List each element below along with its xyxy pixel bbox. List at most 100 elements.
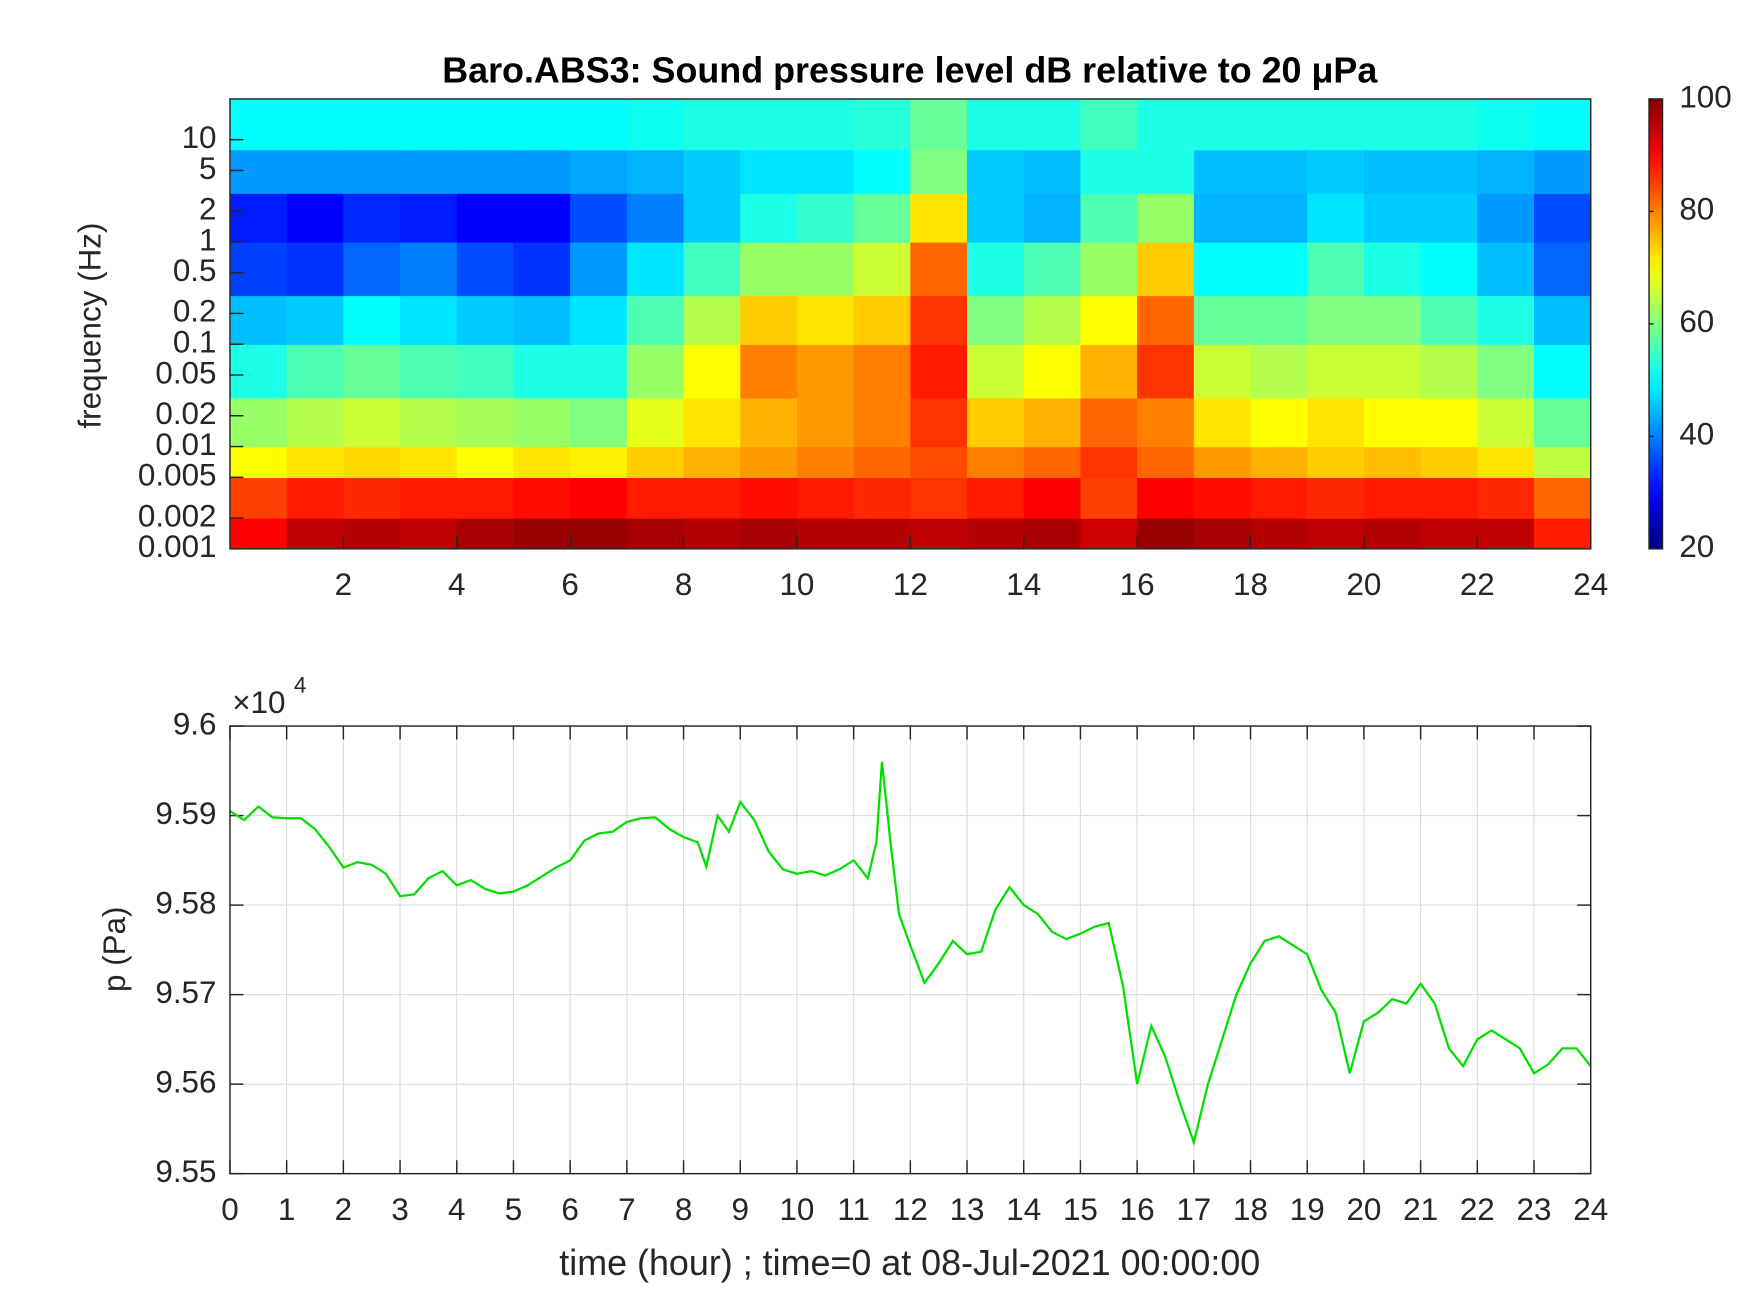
heatmap-cell	[286, 477, 345, 519]
heatmap-cell	[967, 295, 1025, 345]
heatmap-cell	[796, 241, 855, 297]
heatmap-cell	[967, 241, 1025, 297]
heatmap-cell	[683, 149, 741, 194]
heatmap-cell	[740, 344, 798, 399]
y-tick-label: 9.59	[155, 796, 216, 831]
y-axis-label: frequency (Hz)	[72, 223, 107, 429]
heatmap-cell	[229, 446, 288, 478]
heatmap-cell	[740, 149, 798, 194]
y-tick-label: 5	[199, 151, 216, 186]
x-axis-label: time (hour) ; time=0 at 08-Jul-2021 00:0…	[559, 1243, 1260, 1283]
axes-frame	[229, 725, 1592, 1175]
heatmap-cell	[740, 98, 798, 151]
heatmap-cell	[1023, 518, 1082, 550]
heatmap-cell	[343, 446, 401, 478]
heatmap-cell	[1137, 477, 1195, 519]
x-tick-label: 14	[1006, 1192, 1041, 1227]
x-tick-label: 20	[1346, 1192, 1381, 1227]
heatmap-cell	[343, 149, 401, 194]
heatmap-cell	[229, 295, 288, 345]
heatmap-cell	[343, 98, 401, 151]
heatmap-cell	[1193, 241, 1252, 297]
heatmap-cell	[796, 149, 855, 194]
heatmap-cell	[1477, 397, 1535, 448]
heatmap-cell	[456, 149, 515, 194]
heatmap-cell	[967, 98, 1025, 151]
heatmap-cell	[1250, 397, 1308, 448]
heatmap-cell	[1137, 295, 1195, 345]
heatmap-cell	[513, 149, 571, 194]
x-tick-label: 18	[1233, 1192, 1268, 1227]
heatmap-cell	[1307, 98, 1365, 151]
heatmap-cell	[1193, 98, 1252, 151]
heatmap-cell	[1307, 397, 1365, 448]
heatmap-cell	[570, 477, 628, 519]
heatmap-cell	[286, 149, 345, 194]
heatmap-cell	[683, 518, 741, 550]
heatmap-cell	[1250, 193, 1308, 243]
heatmap-cell	[1534, 397, 1592, 448]
heatmap-cell	[1023, 344, 1082, 399]
heatmap-cell	[1080, 193, 1138, 243]
heatmap-cell	[1250, 149, 1308, 194]
heatmap-cell	[1477, 98, 1535, 151]
heatmap-cell	[513, 518, 571, 550]
y-tick-label: 10	[182, 120, 217, 155]
heatmap-cell	[400, 295, 458, 345]
heatmap-cell	[286, 397, 345, 448]
heatmap-cell	[626, 518, 685, 550]
axis-multiplier: ×10	[232, 685, 285, 720]
x-tick-label: 2	[335, 567, 352, 602]
heatmap-cell	[910, 241, 968, 297]
heatmap-cell	[1250, 518, 1308, 550]
heatmap-cell	[910, 518, 968, 550]
heatmap-cell	[626, 397, 685, 448]
heatmap-cell	[1534, 344, 1592, 399]
heatmap-cell	[1420, 295, 1478, 345]
heatmap-cell	[1080, 397, 1138, 448]
colorbar-tick-label: 100	[1679, 79, 1731, 114]
heatmap-cell	[683, 344, 741, 399]
x-tick-label: 6	[561, 1192, 578, 1227]
heatmap-cell	[683, 193, 741, 243]
heatmap-cell	[1363, 149, 1422, 194]
heatmap-cell	[740, 518, 798, 550]
x-tick-label: 24	[1573, 567, 1608, 602]
heatmap-cell	[740, 477, 798, 519]
y-tick-label: 9.56	[155, 1064, 216, 1099]
heatmap-cell	[967, 193, 1025, 243]
heatmap-cell	[513, 193, 571, 243]
heatmap-cell	[456, 446, 515, 478]
heatmap-cell	[1420, 149, 1478, 194]
heatmap-cell	[910, 446, 968, 478]
heatmap-cell	[570, 518, 628, 550]
heatmap-cell	[1080, 149, 1138, 194]
y-axis-label: p (Pa)	[97, 907, 132, 993]
y-tick-label: 0.002	[138, 498, 217, 533]
x-tick-label: 19	[1290, 1192, 1325, 1227]
heatmap-cell	[400, 344, 458, 399]
heatmap-cell	[229, 149, 288, 194]
heatmap-cell	[1477, 193, 1535, 243]
heatmap-cell	[967, 518, 1025, 550]
heatmap-cell	[1534, 477, 1592, 519]
heatmap-cell	[740, 193, 798, 243]
heatmap-cell	[1250, 98, 1308, 151]
chart-title: Baro.ABS3: Sound pressure level dB relat…	[442, 51, 1378, 91]
heatmap-cell	[1420, 98, 1478, 151]
x-tick-label: 4	[448, 1192, 465, 1227]
heatmap-cell	[910, 98, 968, 151]
heatmap-cell	[286, 241, 345, 297]
heatmap-cell	[1023, 193, 1082, 243]
heatmap-cell	[1137, 518, 1195, 550]
heatmap-cell	[343, 477, 401, 519]
heatmap-cell	[1023, 241, 1082, 297]
heatmap-cell	[1307, 344, 1365, 399]
heatmap-cell	[1363, 98, 1422, 151]
heatmap-cell	[967, 477, 1025, 519]
y-tick-label: 0.05	[155, 355, 216, 390]
heatmap-cell	[513, 241, 571, 297]
heatmap-cell	[740, 397, 798, 448]
heatmap-cell	[513, 477, 571, 519]
